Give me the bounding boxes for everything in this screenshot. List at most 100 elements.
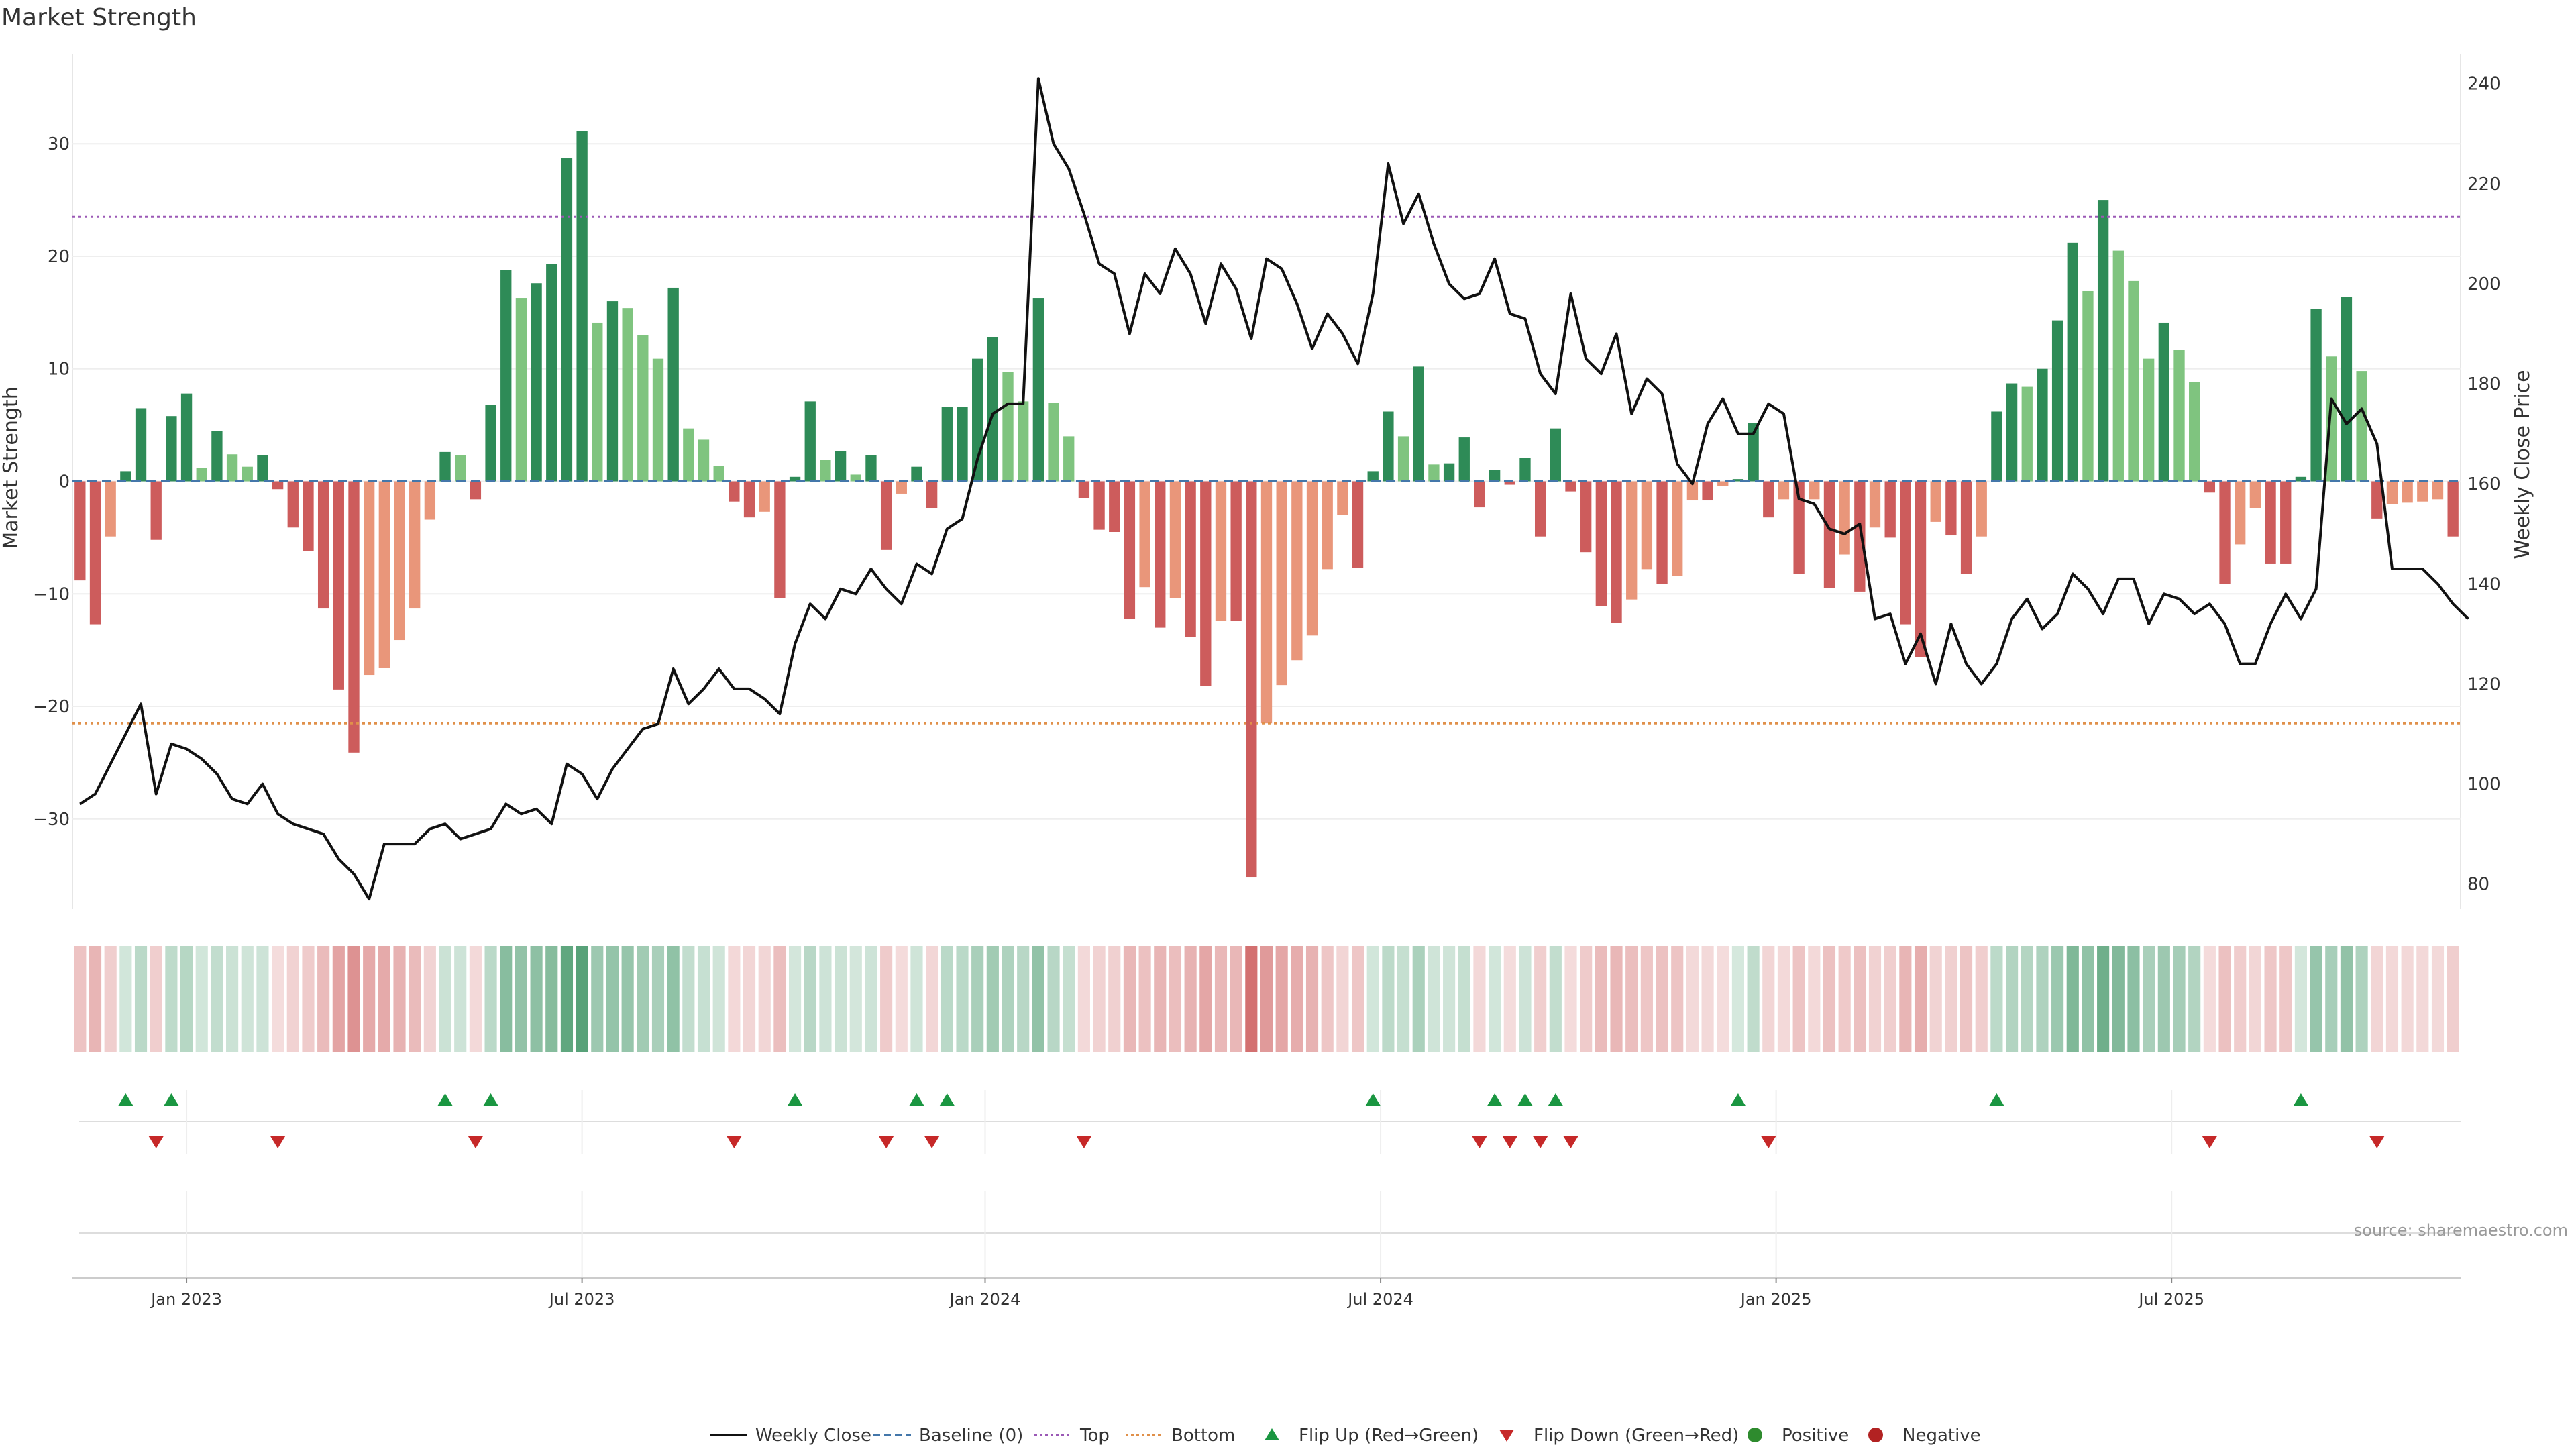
strength-bar xyxy=(272,481,284,490)
strength-bar xyxy=(1550,428,1561,482)
heat-strip-cell xyxy=(454,946,467,1052)
legend-baseline-label: Baseline (0) xyxy=(919,1426,1023,1446)
strength-bar xyxy=(2402,481,2413,503)
heat-strip-cell xyxy=(272,946,284,1052)
heat-strip-cell xyxy=(165,946,178,1052)
strength-bar xyxy=(1839,481,1850,555)
y-left-tick-label: −10 xyxy=(33,584,70,604)
strength-bar xyxy=(1504,481,1515,485)
heat-strip-cell xyxy=(150,946,162,1052)
strength-bar xyxy=(226,454,238,482)
strength-bar xyxy=(2265,481,2276,564)
heat-strip-cell xyxy=(910,946,923,1052)
strength-bar xyxy=(378,481,390,668)
heat-strip-cell xyxy=(1564,946,1577,1052)
strength-bar xyxy=(1793,481,1805,574)
flip-down-marker xyxy=(2369,1136,2385,1148)
heat-strip-cell xyxy=(317,946,330,1052)
heat-strip-cell xyxy=(1884,946,1896,1052)
heat-strip-cell xyxy=(2006,946,2019,1052)
strength-bar xyxy=(74,481,86,581)
strength-bar xyxy=(1276,481,1287,686)
heat-strip-cell xyxy=(1534,946,1547,1052)
y-left-tick-label: 10 xyxy=(48,360,70,380)
y-right-axis-label: Weekly Close Price xyxy=(2511,370,2534,559)
strength-bar xyxy=(820,460,831,482)
heat-strip-cell xyxy=(895,946,908,1052)
heat-strip-cell xyxy=(423,946,436,1052)
heat-strip-cell xyxy=(2325,946,2338,1052)
strength-bar xyxy=(1246,481,1257,878)
strength-bar xyxy=(2235,481,2246,545)
heat-strip-cell xyxy=(2279,946,2292,1052)
strength-bar xyxy=(987,337,999,482)
heat-strip-cell xyxy=(1610,946,1623,1052)
flip-down-marker xyxy=(1563,1136,1578,1148)
strength-bar xyxy=(759,481,770,512)
strength-bar xyxy=(1306,481,1318,636)
heat-strip-cell xyxy=(1777,946,1790,1052)
strength-bar xyxy=(2037,368,2048,482)
strength-bar xyxy=(1032,298,1044,482)
x-tick-label: Jul 2024 xyxy=(1346,1290,1413,1309)
strength-bar xyxy=(1093,481,1105,530)
strength-bar xyxy=(1884,481,1896,538)
strength-bar xyxy=(1595,481,1607,606)
flip-up-marker xyxy=(483,1093,498,1106)
strength-bar xyxy=(303,481,314,551)
strength-bar xyxy=(196,468,207,482)
strength-bar xyxy=(1960,481,1972,574)
heat-strip-cell xyxy=(256,946,269,1052)
heat-strip-cell xyxy=(500,946,513,1052)
heat-strip-cell xyxy=(484,946,497,1052)
heat-strip-cell xyxy=(1686,946,1699,1052)
strength-bar xyxy=(1869,481,1881,528)
legend-positive-label: Positive xyxy=(1782,1426,1849,1446)
strength-bar xyxy=(743,481,755,518)
strength-bar xyxy=(622,308,633,482)
strength-bar xyxy=(2386,481,2398,504)
y-right-tick-label: 220 xyxy=(2467,174,2501,195)
heat-strip-cell xyxy=(515,946,527,1052)
strength-bar xyxy=(546,264,557,482)
strength-bar xyxy=(1778,481,1790,500)
strength-bar xyxy=(865,455,877,482)
heat-strip-cell xyxy=(2249,946,2261,1052)
heat-strip-cell xyxy=(2340,946,2353,1052)
strength-bar xyxy=(957,407,968,482)
weekly-close-line xyxy=(79,77,2469,901)
heat-strip-cell xyxy=(697,946,710,1052)
heat-strip-cell xyxy=(286,946,299,1052)
heat-strip-cell xyxy=(1169,946,1182,1052)
heat-strip-cell xyxy=(1671,946,1684,1052)
strength-bar xyxy=(1672,481,1683,576)
flip-down-marker xyxy=(148,1136,164,1148)
strength-bar xyxy=(409,481,421,609)
strength-bar xyxy=(1063,436,1075,482)
heat-strip-cell xyxy=(1245,946,1258,1052)
heat-strip-cell xyxy=(835,946,847,1052)
heat-strip-cell xyxy=(1260,946,1273,1052)
y-right-tick-label: 120 xyxy=(2467,674,2501,694)
y-left-tick-label: −20 xyxy=(33,697,70,717)
strength-bar xyxy=(561,158,573,482)
heat-strip-cell xyxy=(2310,946,2322,1052)
strength-bar xyxy=(1078,481,1090,498)
strength-bar xyxy=(455,455,466,482)
strength-bar xyxy=(105,481,116,537)
strength-bar xyxy=(774,481,786,598)
strength-bar xyxy=(667,287,679,482)
strength-bar xyxy=(439,451,451,482)
heat-strip-cell xyxy=(728,946,741,1052)
flip-down-marker xyxy=(1761,1136,1776,1148)
flip-down-marker xyxy=(468,1136,483,1148)
strength-bar xyxy=(2295,476,2307,482)
flip-up-marker xyxy=(1487,1093,1503,1106)
legend-negative-label: Negative xyxy=(1902,1426,1981,1446)
y-left-tick-label: 30 xyxy=(48,134,70,154)
strength-bar xyxy=(1702,481,1713,501)
heat-strip-cell xyxy=(1291,946,1303,1052)
heat-strip-cell xyxy=(1093,946,1106,1052)
